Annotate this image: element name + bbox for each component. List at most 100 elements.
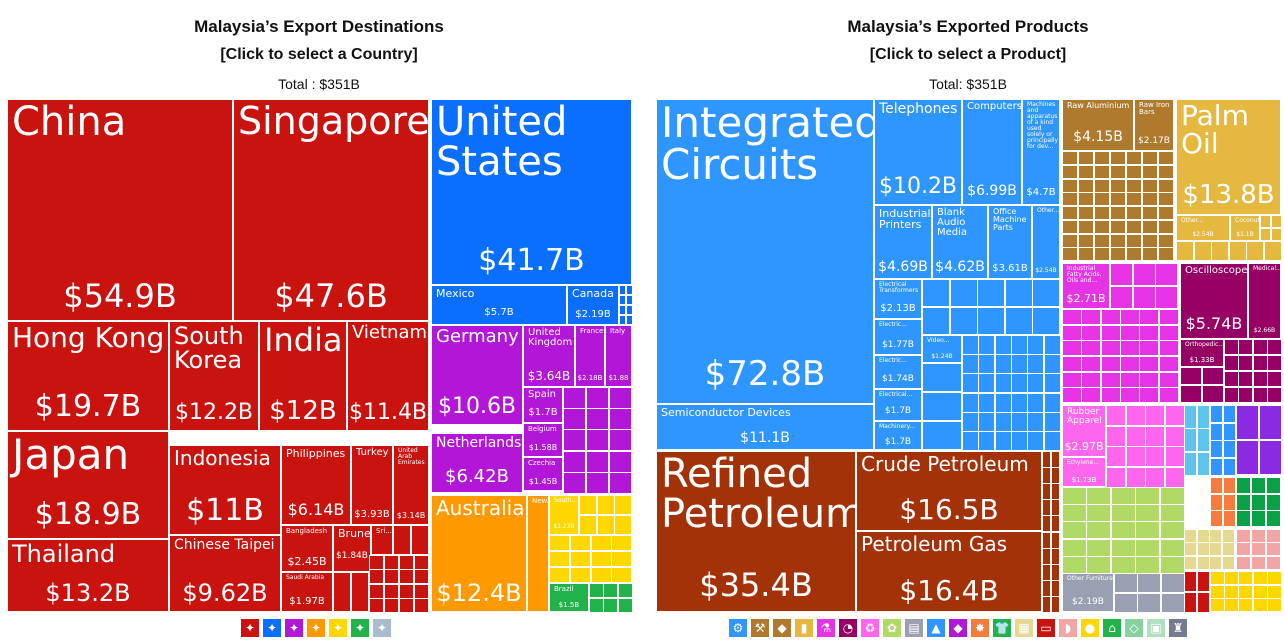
tile-small[interactable] xyxy=(1184,556,1197,570)
tile-small[interactable] xyxy=(1271,228,1281,241)
tile-small[interactable] xyxy=(1094,234,1110,248)
tile-small[interactable] xyxy=(1081,387,1101,403)
tile-small[interactable] xyxy=(1111,539,1136,557)
tile-electric[interactable]: Electric... $1.77B xyxy=(874,319,922,355)
tile-small[interactable] xyxy=(1062,356,1082,372)
footwear-icon[interactable]: ⌂ xyxy=(1103,619,1121,637)
tile-small[interactable] xyxy=(1267,571,1281,585)
tile-small[interactable] xyxy=(589,598,604,612)
tile-small[interactable] xyxy=(1160,504,1185,522)
product-section-legend[interactable]: ⚙ ⚒ ◆ ▮ ⚗ ◔ ♻ ✿ ▤ ▲ ◆ ✸ 👕 ▦ ▭ ◗ ● ⌂ ◇ ▣ … xyxy=(729,619,1187,637)
tile-small[interactable] xyxy=(995,393,1012,413)
tile-small[interactable] xyxy=(1126,467,1146,488)
tile-germany[interactable]: Germany $10.6B xyxy=(431,325,523,425)
tile-small[interactable] xyxy=(1078,151,1094,165)
tile-small[interactable] xyxy=(1224,355,1239,371)
tile-small[interactable] xyxy=(1086,487,1111,505)
tile-small[interactable] xyxy=(1145,446,1165,467)
tile-small[interactable] xyxy=(1184,571,1197,592)
tile-belgium[interactable]: Belgium $1.58B xyxy=(523,423,563,457)
tile-small[interactable] xyxy=(603,598,618,612)
tile-indonesia[interactable]: Indonesia $11B xyxy=(169,445,281,535)
tile-small[interactable] xyxy=(1062,556,1087,574)
tile-small[interactable] xyxy=(614,515,632,535)
tile-small[interactable] xyxy=(369,555,384,570)
tile-oscilloscopes[interactable]: Oscilloscopes $5.74B xyxy=(1180,263,1248,339)
tile-small[interactable] xyxy=(384,598,399,612)
tile-small[interactable] xyxy=(1238,355,1253,371)
tile-small[interactable] xyxy=(1078,247,1094,261)
tile-small[interactable] xyxy=(1267,371,1281,387)
tile-small[interactable] xyxy=(1229,241,1247,261)
vegetable-fats-icon[interactable]: ● xyxy=(1081,619,1099,637)
tile-industrial-printers[interactable]: Industrial Printers $4.69B xyxy=(874,205,932,279)
tile-small[interactable] xyxy=(1158,179,1174,193)
tile-australia[interactable]: Australia $12.4B xyxy=(431,495,527,612)
plastics-icon[interactable]: ♻ xyxy=(861,619,879,637)
tile-small[interactable] xyxy=(1210,440,1223,458)
tile-small[interactable] xyxy=(1236,529,1251,543)
tile-small[interactable] xyxy=(1159,356,1179,372)
tile-small[interactable] xyxy=(1126,192,1142,206)
tile-small[interactable] xyxy=(1078,234,1094,248)
tile-small[interactable] xyxy=(1126,426,1146,447)
tile-small[interactable] xyxy=(1160,539,1185,557)
tile-small[interactable] xyxy=(1027,393,1044,413)
tile-small[interactable] xyxy=(1094,192,1110,206)
tile-small[interactable] xyxy=(1238,339,1253,355)
tile-small[interactable] xyxy=(1158,220,1174,234)
tile-chinese-taipei[interactable]: Chinese Taipei $9.62B xyxy=(169,535,281,612)
tile-small[interactable] xyxy=(1042,451,1051,468)
tile-small[interactable] xyxy=(1210,423,1223,441)
tile-small[interactable] xyxy=(1126,405,1146,426)
tile-small[interactable] xyxy=(609,429,632,451)
tile-small[interactable] xyxy=(1202,385,1224,403)
tile-small[interactable] xyxy=(1078,206,1094,220)
tile-small[interactable] xyxy=(1251,542,1266,556)
north-america-icon[interactable]: ✦ xyxy=(263,619,281,637)
tile-small[interactable] xyxy=(609,451,632,473)
tile-hong-kong[interactable]: Hong Kong $19.7B xyxy=(7,321,169,431)
tile-small[interactable] xyxy=(618,598,632,612)
tile-small[interactable] xyxy=(1027,354,1044,374)
tile-small[interactable] xyxy=(977,307,1005,335)
tile-small[interactable] xyxy=(1267,598,1281,612)
tile-small[interactable] xyxy=(1032,307,1060,335)
tile-small[interactable] xyxy=(591,551,612,567)
tile-small[interactable] xyxy=(1110,206,1126,220)
tile-telephones[interactable]: Telephones $10.2B xyxy=(874,99,962,205)
tile-small[interactable] xyxy=(563,429,586,451)
tile-small[interactable] xyxy=(1184,405,1197,429)
tile-small[interactable] xyxy=(1044,335,1061,355)
tile-other[interactable]: Other... $2.54B xyxy=(1176,215,1230,241)
metals-icon[interactable]: ⚒ xyxy=(751,619,769,637)
tile-small[interactable] xyxy=(1165,446,1185,467)
tile-small[interactable] xyxy=(579,495,597,515)
tile-small[interactable] xyxy=(1142,247,1158,261)
tile-small[interactable] xyxy=(1159,340,1179,356)
tile-rubber-apparel[interactable]: Rubber Apparel $2.97B xyxy=(1062,405,1106,457)
misc-icon[interactable]: ♜ xyxy=(1169,619,1187,637)
tile-small[interactable] xyxy=(1062,372,1082,388)
tile-small[interactable] xyxy=(1101,387,1121,403)
tile-small[interactable] xyxy=(1137,593,1161,612)
tile-small[interactable] xyxy=(579,515,597,535)
tile-small[interactable] xyxy=(1005,279,1033,307)
other-region-icon[interactable]: ✦ xyxy=(373,619,391,637)
tile-small[interactable] xyxy=(1135,504,1160,522)
tile-small[interactable] xyxy=(1253,339,1268,355)
tile-small[interactable] xyxy=(586,472,609,494)
tile-small[interactable] xyxy=(1101,356,1121,372)
tile-small[interactable] xyxy=(1042,467,1051,484)
tile-small[interactable] xyxy=(563,472,586,494)
tile-singapore[interactable]: Singapore $47.6B xyxy=(233,99,429,321)
tile-small[interactable] xyxy=(1062,504,1087,522)
tile-small[interactable] xyxy=(1184,529,1197,543)
tile-small[interactable] xyxy=(1210,598,1225,612)
tile-small[interactable] xyxy=(1110,151,1126,165)
tile-small[interactable] xyxy=(1110,286,1133,309)
tile-small[interactable] xyxy=(411,525,429,555)
tile-small[interactable] xyxy=(1120,387,1140,403)
tile-small[interactable] xyxy=(1184,452,1197,476)
tile-small[interactable] xyxy=(1238,387,1253,403)
